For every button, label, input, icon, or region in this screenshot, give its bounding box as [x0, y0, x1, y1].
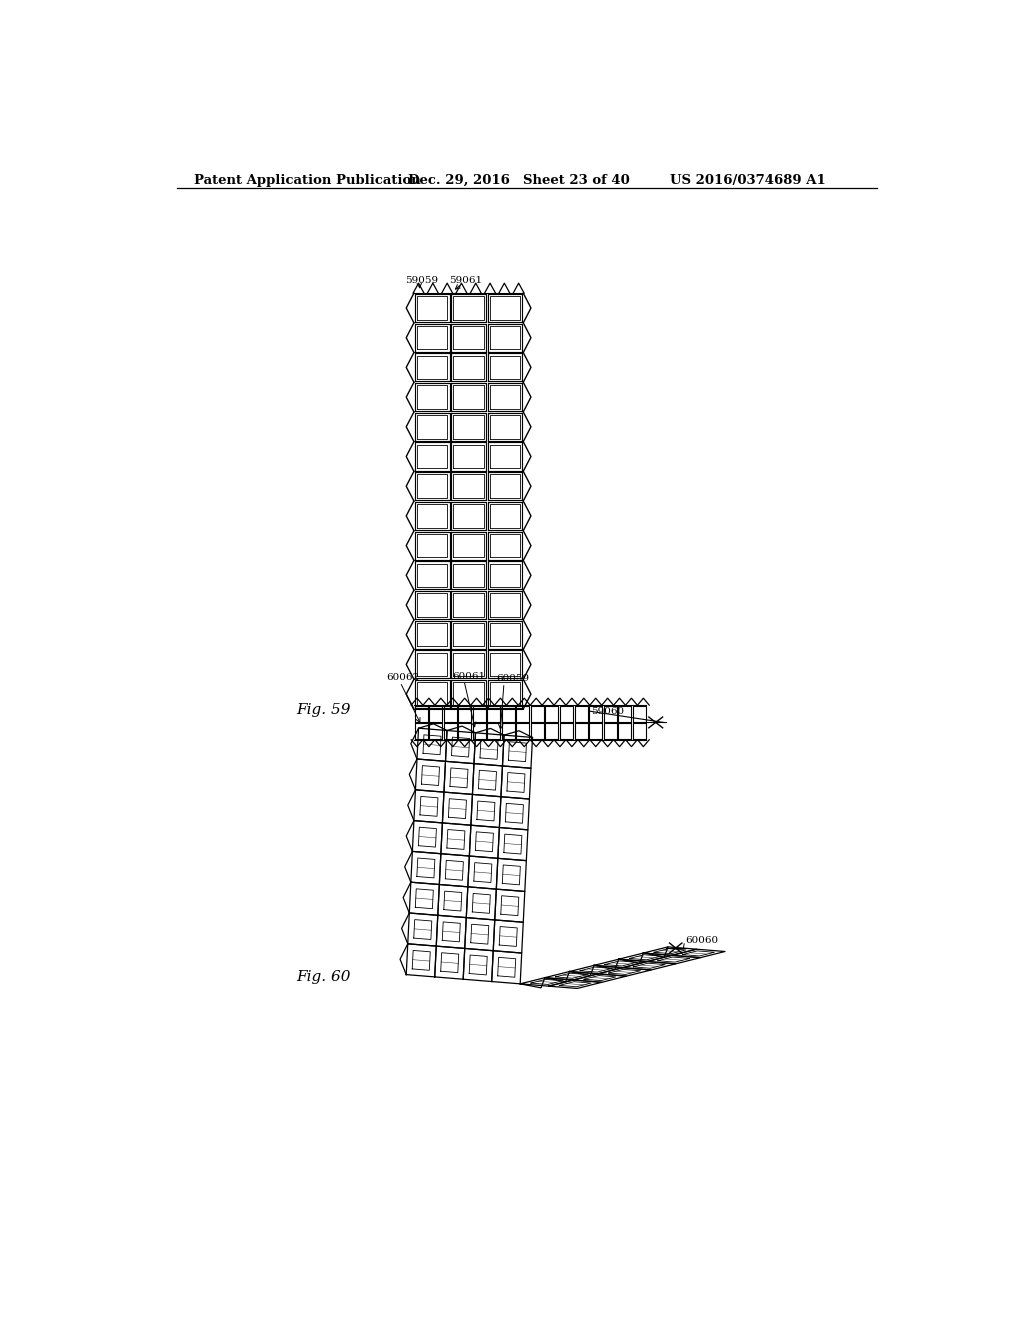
Text: 60060: 60060 — [685, 936, 718, 945]
Text: Sheet 23 of 40: Sheet 23 of 40 — [523, 174, 630, 187]
Text: 59061: 59061 — [449, 276, 481, 285]
Text: 60062: 60062 — [386, 673, 419, 682]
Text: Dec. 29, 2016: Dec. 29, 2016 — [408, 174, 510, 187]
Text: 59060: 59060 — [591, 708, 625, 717]
Text: Fig. 59: Fig. 59 — [296, 704, 350, 717]
Text: Fig. 60: Fig. 60 — [296, 970, 350, 983]
Text: 60059: 60059 — [497, 675, 529, 684]
Text: US 2016/0374689 A1: US 2016/0374689 A1 — [670, 174, 825, 187]
Text: Patent Application Publication: Patent Application Publication — [194, 174, 421, 187]
Text: 60061: 60061 — [453, 672, 485, 681]
Text: 59059: 59059 — [406, 276, 438, 285]
